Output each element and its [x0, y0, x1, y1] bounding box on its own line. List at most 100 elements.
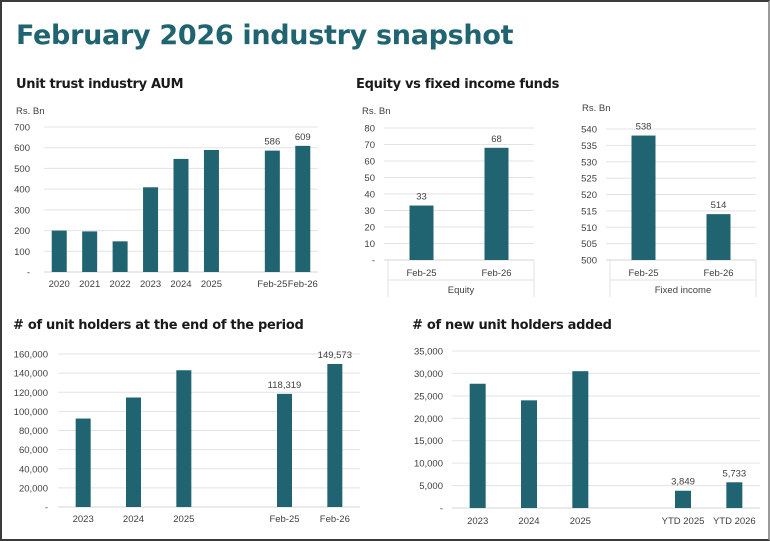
holders-data-label: 118,319 [268, 380, 302, 391]
aum-x-tick-label: 2021 [79, 279, 100, 290]
fixed-x-tick-label: Feb-25 [628, 268, 658, 279]
aum-y-tick-label: 700 [14, 123, 30, 134]
fixed-y-tick-label: 505 [581, 239, 597, 250]
new_holders-y-tick-label: - [440, 504, 443, 515]
aum-x-tick-label: 2023 [140, 279, 161, 290]
fixed-data-label: 514 [711, 200, 727, 211]
aum-y-tick-label: 300 [14, 205, 30, 216]
holders-bar [126, 397, 141, 507]
new_holders-bar [726, 482, 743, 508]
equity-group-label: Equity [448, 285, 475, 296]
fixed-group-box [609, 260, 757, 297]
holders-x-tick-label: 2025 [173, 514, 194, 525]
page-title: February 2026 industry snapshot [16, 20, 514, 51]
fixed-data-label: 538 [636, 122, 652, 133]
new_holders-x-tick-label: 2023 [467, 516, 488, 527]
equity-unit-label: Rs. Bn [362, 106, 391, 117]
aum-y-tick-label: 400 [14, 185, 30, 196]
holders-x-tick-label: Feb-26 [320, 514, 350, 525]
aum-x-tick-label: Feb-25 [257, 279, 287, 290]
fixed-y-tick-label: 535 [581, 141, 597, 152]
fixed-y-tick-label: 520 [581, 190, 597, 201]
fixed-y-tick-label: 525 [581, 174, 597, 185]
aum-bar [295, 145, 311, 272]
equity-y-tick-label: - [372, 256, 375, 267]
equity-y-tick-label: 60 [364, 157, 375, 168]
aum-y-tick-label: 500 [14, 164, 30, 175]
aum-x-tick-label: 2022 [110, 279, 131, 290]
equity-y-tick-label: 10 [364, 239, 375, 250]
fixed-x-tick-label: Feb-26 [703, 268, 733, 279]
fixed-group-label: Fixed income [655, 285, 712, 296]
holders-y-tick-label: 100,000 [14, 407, 48, 418]
holders-bar [327, 363, 343, 507]
equity-x-tick-label: Feb-26 [481, 268, 511, 279]
fixed-unit-label: Rs. Bn [582, 103, 611, 114]
new_holders-y-tick-label: 5,000 [419, 481, 443, 492]
aum-bar [51, 230, 67, 272]
equity-bar [409, 205, 434, 260]
new_holders-bar [675, 490, 691, 508]
new_holders-y-tick-label: 15,000 [414, 436, 443, 447]
fixed-bar [706, 214, 731, 260]
aum-bar [112, 241, 128, 272]
equity-y-tick-label: 80 [364, 124, 375, 135]
aum-bar [143, 187, 159, 272]
aum-bar [203, 149, 219, 272]
new_holders-y-tick-label: 10,000 [414, 459, 443, 470]
aum-chart-title: Unit trust industry AUM [16, 77, 184, 92]
equity-data-label: 68 [491, 134, 502, 145]
equity-y-tick-label: 50 [364, 173, 375, 184]
holders-x-tick-label: 2024 [123, 514, 144, 525]
holders-x-tick-label: Feb-25 [269, 514, 299, 525]
new_holders-x-tick-label: YTD 2025 [662, 516, 705, 527]
new_holders-bar [572, 371, 589, 508]
holders-bar [75, 418, 91, 507]
new_holders-bar [469, 383, 486, 508]
holders-y-tick-label: 120,000 [14, 388, 48, 399]
aum-unit-label: Rs. Bn [16, 106, 45, 117]
equity-x-tick-label: Feb-25 [406, 268, 436, 279]
holders-bar [176, 370, 192, 507]
aum-y-tick-label: 100 [14, 247, 30, 258]
new_holders-y-tick-label: 35,000 [414, 347, 443, 358]
aum-x-tick-label: Feb-26 [288, 279, 318, 290]
holders-y-tick-label: 80,000 [19, 426, 48, 437]
holders-y-tick-label: 140,000 [14, 369, 48, 380]
equity-bar [484, 147, 509, 260]
holders-y-tick-label: 20,000 [19, 483, 48, 494]
new_holders-y-tick-label: 25,000 [414, 391, 443, 402]
fixed-y-tick-label: 540 [581, 125, 597, 136]
fixed-y-tick-label: 510 [581, 223, 597, 234]
equity-y-tick-label: 20 [364, 223, 375, 234]
new_holders-data-label: 5,733 [722, 468, 746, 479]
equity-y-tick-label: 30 [364, 206, 375, 217]
new_holders-x-tick-label: YTD 2026 [713, 516, 756, 527]
holders-y-tick-label: 160,000 [14, 350, 48, 361]
holders-bar [277, 393, 292, 507]
aum-y-tick-label: 600 [14, 143, 30, 154]
aum-data-label: 609 [295, 132, 311, 143]
aum-y-tick-label: 200 [14, 226, 30, 237]
new_holders-data-label: 3,849 [671, 477, 695, 488]
fixed-y-tick-label: 515 [581, 206, 597, 217]
aum-data-label: 586 [264, 137, 280, 148]
fixed-y-tick-label: 500 [581, 256, 597, 267]
aum-bar [173, 158, 189, 272]
new_holders-y-tick-label: 20,000 [414, 414, 443, 425]
equity-data-label: 33 [416, 192, 427, 203]
equity-y-tick-label: 40 [364, 190, 375, 201]
fixed-y-tick-label: 530 [581, 157, 597, 168]
aum-y-tick-label: - [27, 268, 30, 279]
aum-x-tick-label: 2025 [201, 279, 222, 290]
aum-bar [264, 150, 280, 272]
aum-x-tick-label: 2024 [170, 279, 191, 290]
equity-y-tick-label: 70 [364, 140, 375, 151]
new_holders-bar [521, 400, 537, 508]
holders-y-tick-label: - [45, 503, 48, 514]
holders-data-label: 149,573 [318, 350, 352, 361]
new-holders-chart-title: # of new unit holders added [412, 318, 612, 333]
equity-group-box [387, 260, 535, 297]
new_holders-x-tick-label: 2025 [570, 516, 591, 527]
